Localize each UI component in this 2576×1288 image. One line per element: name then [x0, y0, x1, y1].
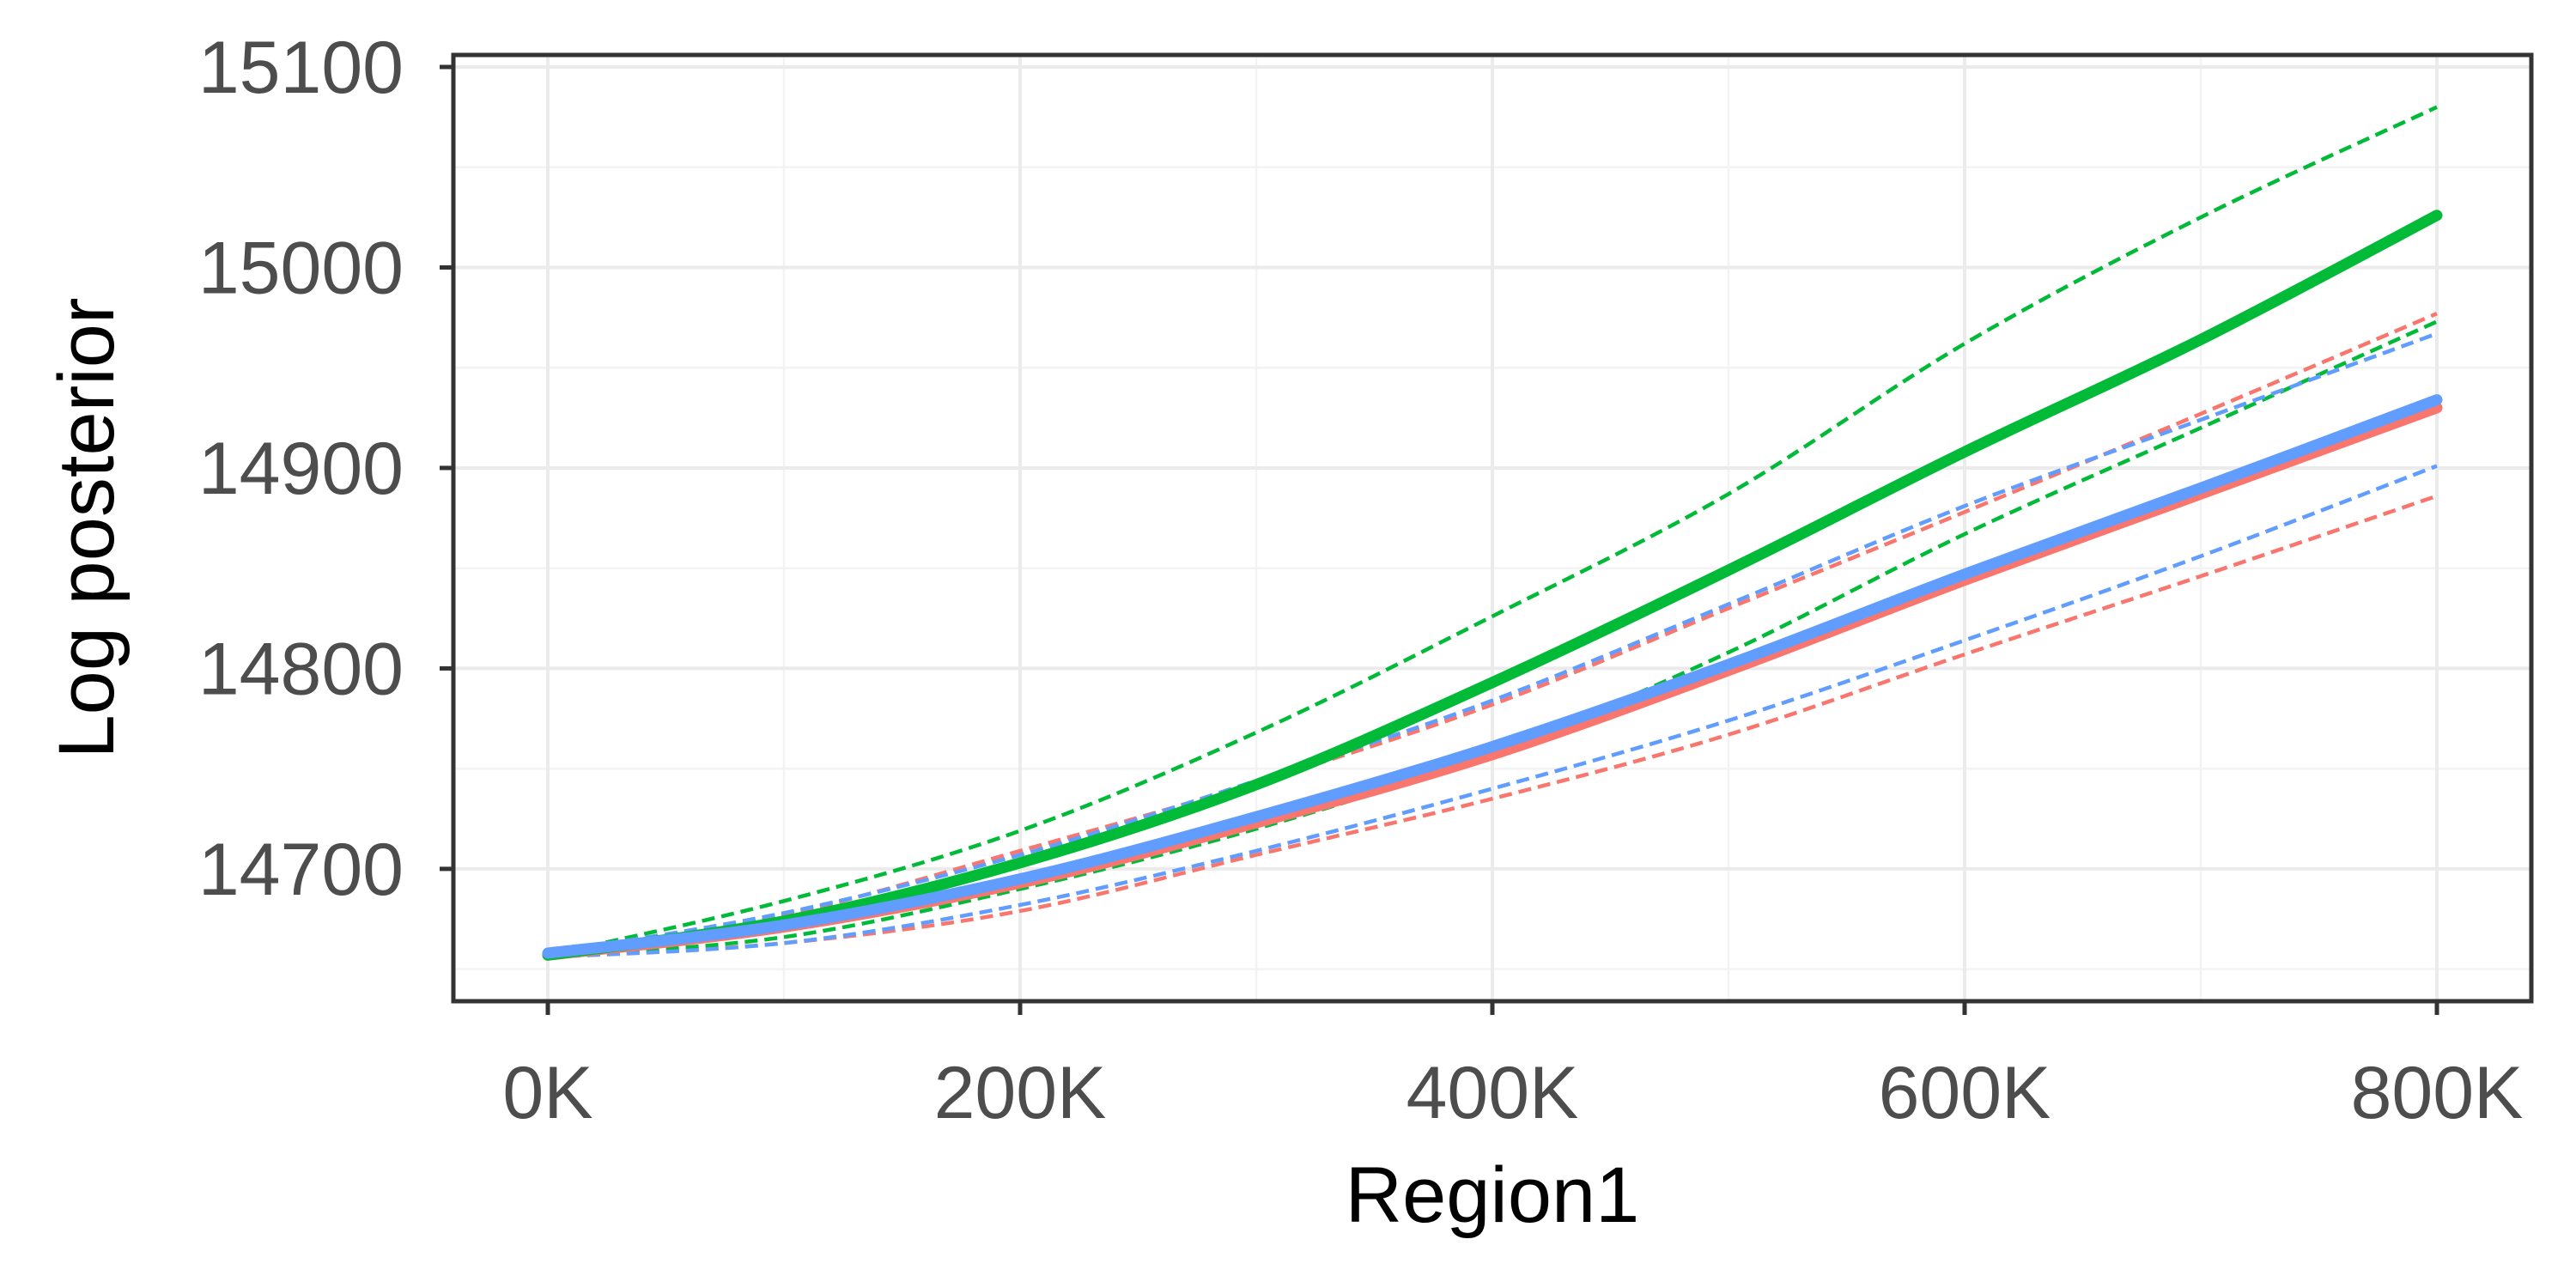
- x-tick-label: 400K: [1406, 1052, 1579, 1134]
- series-lines: [542, 105, 2443, 961]
- x-axis-ticks: 0K 200K 400K 600K 800K: [502, 1001, 2523, 1134]
- y-tick-label: 14900: [198, 428, 404, 510]
- y-tick-label: 14800: [198, 628, 404, 710]
- x-tick-label: 800K: [2351, 1052, 2524, 1134]
- dashed-series-line: [547, 105, 2438, 957]
- y-tick-label: 14700: [198, 829, 404, 911]
- y-tick-label: 15100: [198, 27, 404, 109]
- x-tick-label: 600K: [1879, 1052, 2051, 1134]
- dashed-series-line: [547, 331, 2438, 956]
- x-axis-title: Region1: [1346, 1151, 1640, 1239]
- solid-series-line: [542, 394, 2443, 959]
- y-tick-label: 15000: [198, 227, 404, 309]
- dashed-series-line: [547, 464, 2438, 959]
- solid-series-line: [542, 210, 2443, 961]
- y-axis-ticks: 14700 14800 14900 15000 15100: [198, 27, 453, 911]
- y-axis-title: Log posterior: [43, 298, 131, 759]
- x-tick-label: 200K: [934, 1052, 1107, 1134]
- x-tick-label: 0K: [502, 1052, 592, 1134]
- major-gridlines: [453, 55, 2531, 1001]
